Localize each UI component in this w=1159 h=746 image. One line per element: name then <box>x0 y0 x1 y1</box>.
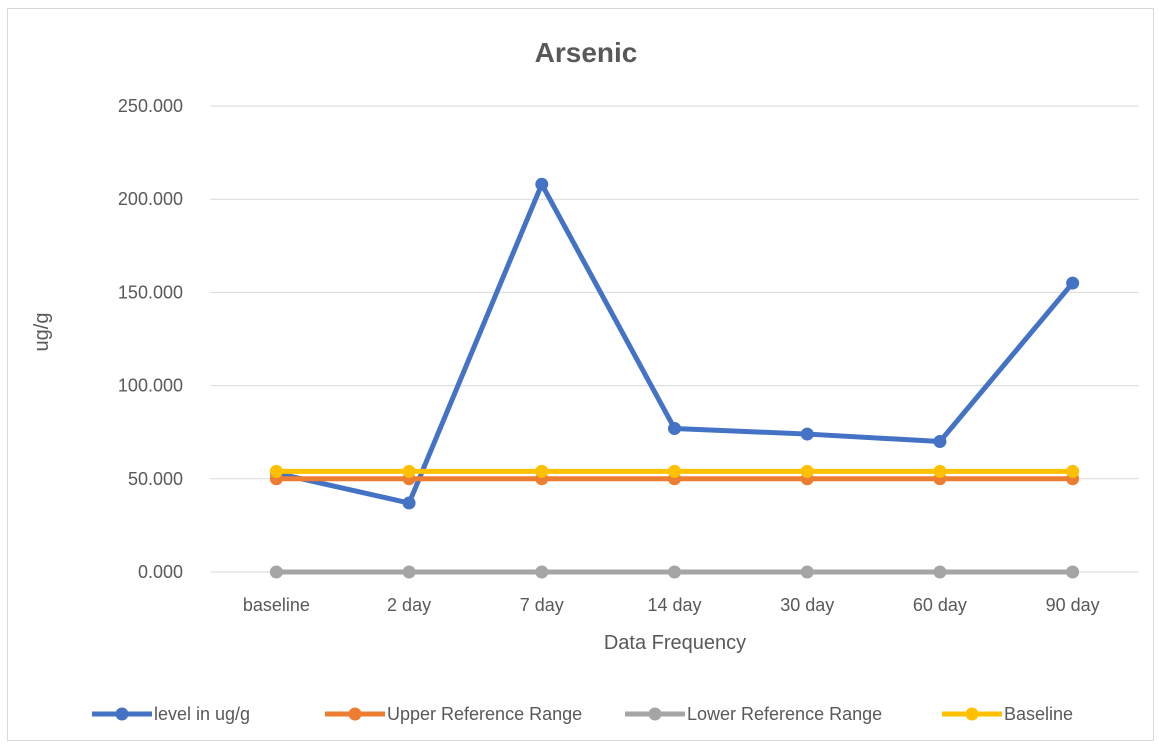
chart-frame: Arsenic 0.000 50.000 100.000 150.000 200.000… <box>7 8 1154 741</box>
data-point <box>535 464 549 478</box>
x-axis-ticks: baseline 2 day 7 day 14 day 30 day 60 day 90 d… <box>243 595 1100 615</box>
legend: level in ug/g Upper Reference Range Lower … <box>92 704 1073 724</box>
legend-label: level in ug/g <box>154 704 250 724</box>
data-point <box>269 464 283 478</box>
y-tick-label: 100.000 <box>118 376 183 396</box>
data-point <box>1066 276 1080 290</box>
series-3 <box>269 565 1080 579</box>
chart-title: Arsenic <box>535 37 638 68</box>
legend-label: Lower Reference Range <box>687 704 882 724</box>
y-tick-label: 150.000 <box>118 282 183 302</box>
gridlines <box>210 105 1139 573</box>
y-tick-label: 200.000 <box>118 189 183 209</box>
data-point <box>1066 464 1080 478</box>
series-4 <box>269 464 1080 478</box>
y-tick-label: 0.000 <box>138 562 183 582</box>
data-point <box>933 435 947 449</box>
legend-marker <box>115 707 129 721</box>
data-point <box>1066 565 1080 579</box>
data-point <box>800 427 814 441</box>
data-point <box>800 464 814 478</box>
data-point <box>933 464 947 478</box>
series-1 <box>269 177 1080 510</box>
series-line <box>273 181 1076 506</box>
x-tick-label: 14 day <box>647 595 701 615</box>
x-tick-label: baseline <box>243 595 310 615</box>
legend-label: Upper Reference Range <box>387 704 582 724</box>
x-tick-label: 60 day <box>913 595 967 615</box>
data-point <box>402 464 416 478</box>
data-point <box>800 565 814 579</box>
x-tick-label: 7 day <box>520 595 564 615</box>
data-point <box>402 496 416 510</box>
data-point <box>269 565 283 579</box>
legend-item: level in ug/g <box>92 704 250 724</box>
data-point <box>535 565 549 579</box>
x-tick-label: 90 day <box>1046 595 1100 615</box>
data-point <box>402 565 416 579</box>
y-axis-ticks: 0.000 50.000 100.000 150.000 200.000 250.000 <box>118 96 183 582</box>
chart-svg: Arsenic 0.000 50.000 100.000 150.000 200.000… <box>31 37 1139 724</box>
data-point <box>933 565 947 579</box>
data-point <box>535 177 549 191</box>
x-axis-title: Data Frequency <box>604 632 746 654</box>
y-axis-title: ug/g <box>31 313 53 352</box>
legend-item: Baseline <box>942 704 1073 724</box>
legend-label: Baseline <box>1004 704 1073 724</box>
y-tick-label: 50.000 <box>128 469 183 489</box>
x-tick-label: 30 day <box>780 595 834 615</box>
y-tick-label: 250.000 <box>118 96 183 116</box>
data-point <box>668 565 681 579</box>
data-point <box>668 464 681 478</box>
x-tick-label: 2 day <box>387 595 431 615</box>
legend-marker <box>965 707 979 721</box>
series-lines <box>269 177 1080 579</box>
data-point <box>668 421 681 435</box>
legend-item: Upper Reference Range <box>325 704 582 724</box>
legend-marker <box>648 707 662 721</box>
legend-marker <box>348 707 362 721</box>
legend-item: Lower Reference Range <box>625 704 882 724</box>
